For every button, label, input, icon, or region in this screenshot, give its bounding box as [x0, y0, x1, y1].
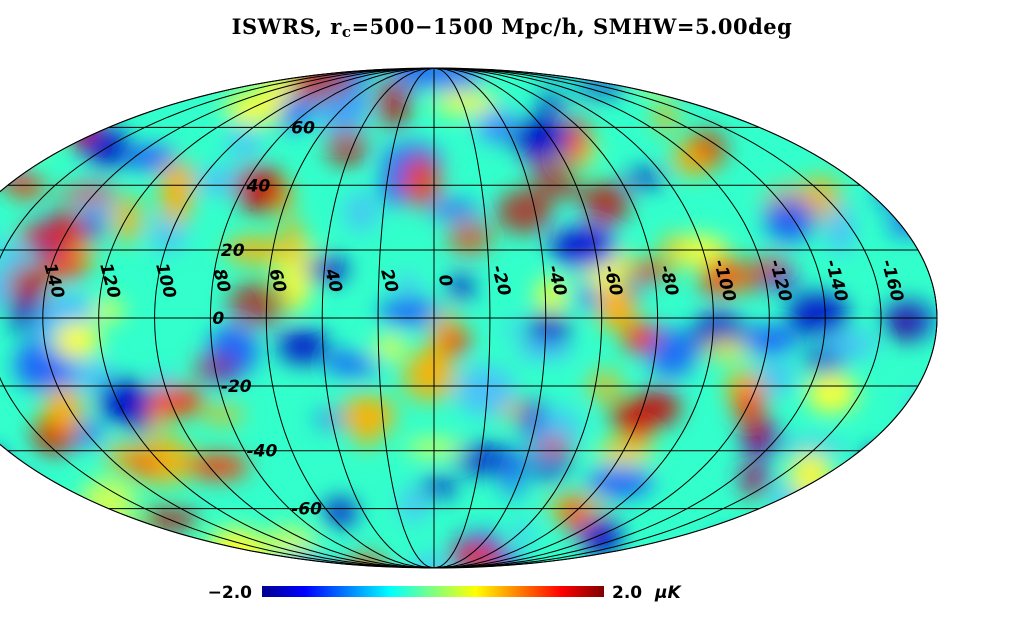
longitude-label: 0 [434, 272, 456, 289]
colorbar-unit: μK [654, 583, 683, 603]
latitude-labels: 60 40 20 0 -20 -40 -60 [212, 118, 322, 519]
latitude-label: 0 [212, 309, 224, 329]
graticule [0, 67, 938, 569]
latitude-label: 40 [246, 176, 271, 196]
colorbar-min-label: −2.0 [208, 583, 253, 603]
latitude-label: -20 [221, 377, 252, 397]
latitude-label: -40 [247, 442, 278, 462]
colorbar: −2.0 2.0 μK [208, 583, 683, 603]
map-title: ISWRS, rc=500−1500 Mpc/h, SMHW=5.00deg [231, 14, 793, 41]
colorbar-gradient [262, 586, 604, 597]
latitude-label: -60 [291, 500, 322, 520]
temperature-field [0, 68, 937, 568]
colorbar-max-label: 2.0 [612, 583, 642, 603]
latitude-label: 20 [221, 241, 245, 261]
latitude-label: 60 [291, 118, 315, 138]
